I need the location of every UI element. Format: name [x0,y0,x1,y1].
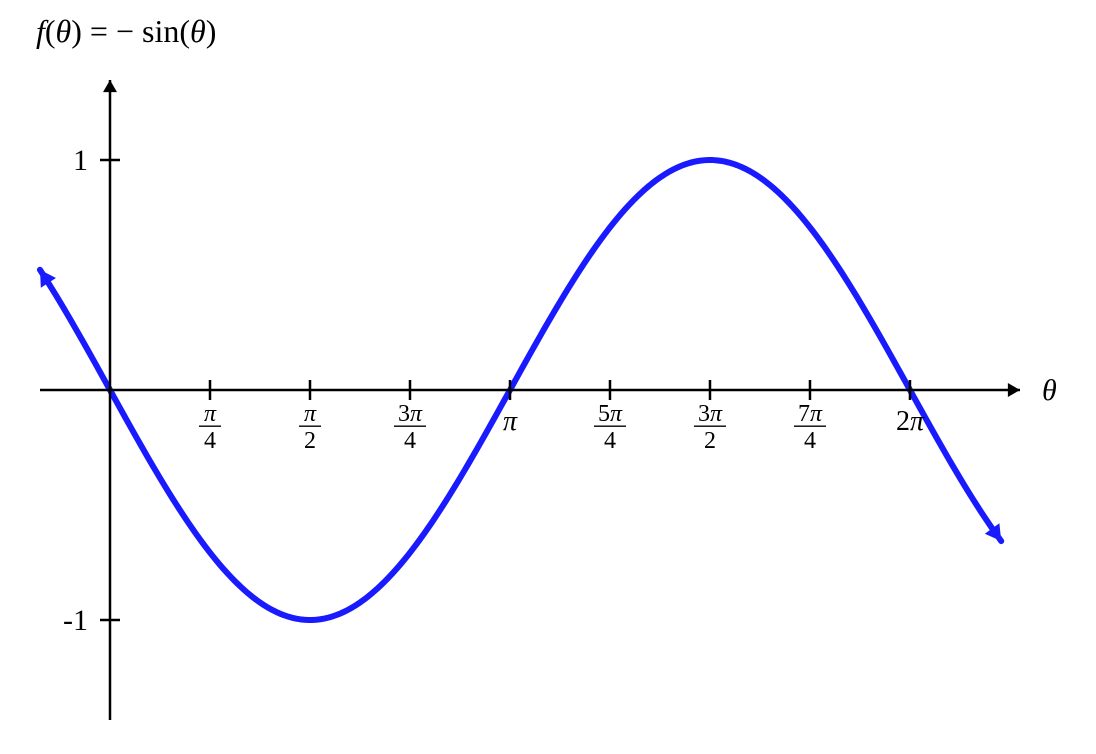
x-tick-label-num: π [204,401,217,427]
y-tick-label: -1 [63,604,88,637]
x-axis-label: θ [1042,374,1057,407]
x-tick-label-den: 4 [604,428,616,454]
x-tick-label: 2π [896,406,925,437]
x-tick-label-den: 4 [204,428,216,454]
chart-title: f(θ) = − sin(θ) [36,13,216,49]
y-axis-arrow [103,80,117,92]
x-tick-label-num: 7π [798,401,823,427]
x-tick-label-num: 3π [398,401,423,427]
x-tick-label: π [503,406,518,437]
x-tick-label-num: π [304,401,317,427]
x-tick-label-den: 2 [704,428,716,454]
x-tick-label-num: 5π [598,401,623,427]
x-axis-arrow [1008,383,1020,397]
x-tick-label-den: 2 [304,428,316,454]
negative-sine-chart: π4π23π4π5π43π27π42π1-1θf(θ) = − sin(θ) [0,0,1096,754]
x-tick-label-den: 4 [404,428,416,454]
x-tick-label-num: 3π [698,401,723,427]
y-tick-label: 1 [73,144,88,177]
x-tick-label-den: 4 [804,428,816,454]
